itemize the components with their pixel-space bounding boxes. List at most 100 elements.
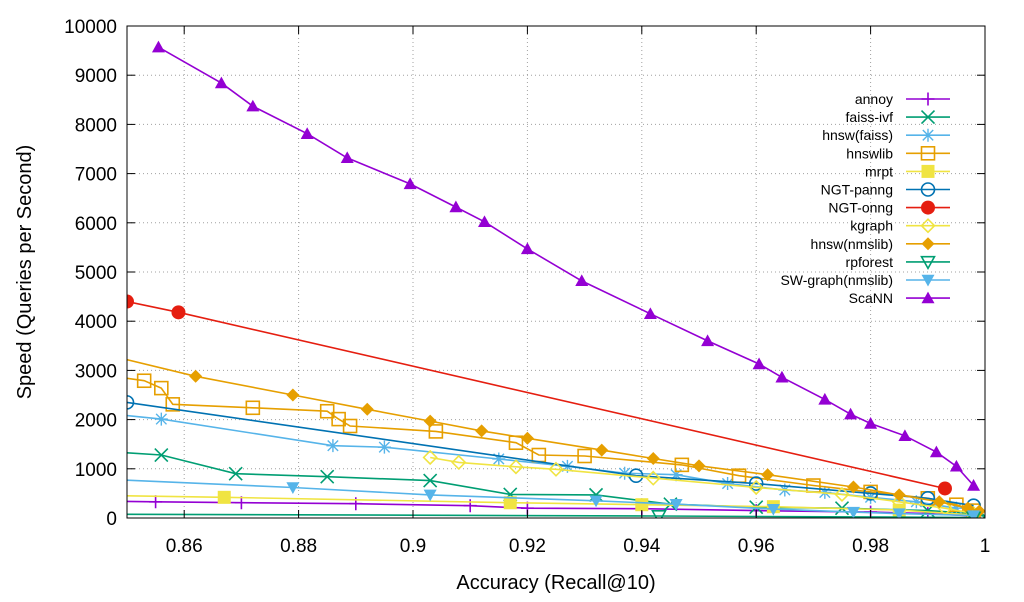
legend-entry-hnswlib: hnswlib: [846, 145, 950, 161]
data-point-hnsw-faiss: [154, 412, 168, 426]
legend-marker: [921, 200, 935, 215]
data-point-hnswlib: [428, 424, 444, 439]
legend: annoy faiss-ivf hnsw(faiss) hnswlib mrpt NGT-…: [780, 91, 950, 306]
data-point-hnsw-faiss: [949, 501, 963, 515]
data-point-hnswlib: [165, 397, 181, 412]
data-point-hnsw-nmslib: [189, 369, 203, 383]
y-tick-label: 10000: [64, 17, 117, 38]
x-tick-label: 0.96: [738, 536, 775, 557]
data-point-faiss-ivf: [423, 473, 438, 488]
data-point-kgraph: [422, 449, 438, 466]
data-point-hnsw-nmslib: [692, 459, 706, 473]
axis-ticks: 0 1000 2000 3000 4000 5000 6000 7000 8000 9000 100…: [64, 17, 990, 557]
data-point-hnswlib: [154, 380, 169, 396]
data-point-scann: [520, 242, 534, 255]
data-point-hnsw-nmslib: [520, 431, 534, 445]
legend-label: NGT-onng: [828, 200, 893, 216]
data-point-hnswlib: [245, 400, 261, 416]
data-point-scann: [300, 127, 314, 139]
data-point-hnsw-faiss: [326, 439, 340, 453]
data-point-scann: [478, 215, 491, 228]
series-rpforest: [127, 510, 982, 518]
y-tick-label: 5000: [75, 263, 117, 284]
data-point-scann: [864, 417, 878, 429]
data-point-hnsw-faiss: [669, 468, 683, 482]
x-axis-title: Accuracy (Recall@10): [456, 572, 655, 594]
data-point-scann: [752, 357, 766, 370]
data-point-sw-graph-nmslib: [669, 499, 683, 511]
data-point-scann: [775, 370, 789, 383]
data-point-kgraph: [451, 454, 467, 471]
legend-label: NGT-panng: [821, 182, 893, 198]
data-point-hnsw-faiss: [377, 440, 391, 454]
data-point-sw-graph-nmslib: [423, 489, 437, 502]
data-point-hnsw-nmslib: [360, 402, 374, 416]
y-tick-label: 6000: [75, 214, 117, 235]
series-line-hnsw-nmslib: [127, 358, 980, 512]
data-point-sw-graph-nmslib: [766, 503, 780, 516]
data-point-scann: [929, 445, 943, 458]
legend-label: hnsw(nmslib): [811, 236, 893, 252]
data-point-hnsw-faiss: [721, 477, 735, 491]
data-point-hnsw-nmslib: [423, 414, 437, 428]
data-point-scann: [701, 334, 715, 347]
legend-entry-mrpt: mrpt: [865, 163, 950, 179]
data-point-sw-graph-nmslib: [892, 508, 906, 518]
data-point-hnsw-nmslib: [646, 451, 660, 465]
y-tick-label: 7000: [75, 165, 117, 186]
data-point-kgraph: [508, 459, 524, 475]
data-point-hnswlib: [577, 448, 592, 464]
data-point-kgraph: [891, 494, 907, 510]
legend-entry-scann: ScaNN: [849, 290, 950, 306]
data-point-ngt-onng: [171, 305, 186, 320]
data-point-sw-graph-nmslib: [589, 495, 603, 508]
legend-marker: [921, 164, 935, 178]
legend-entry-sw-graph-nmslib: SW-graph(nmslib): [780, 272, 950, 288]
data-point-ngt-onng: [127, 294, 134, 309]
data-point-ngt-panng: [748, 476, 764, 491]
y-tick-label: 4000: [75, 312, 117, 333]
legend-label: kgraph: [850, 218, 893, 234]
data-point-scann: [967, 479, 981, 491]
data-point-scann: [340, 151, 354, 164]
data-point-scann: [246, 99, 260, 112]
data-point-hnsw-nmslib: [286, 388, 300, 402]
data-point-hnsw-nmslib: [595, 443, 609, 457]
legend-label: SW-graph(nmslib): [780, 272, 893, 288]
data-point-hnsw-nmslib: [892, 488, 906, 502]
data-point-kgraph: [548, 461, 564, 477]
data-point-ngt-panng: [127, 395, 135, 410]
legend-label: hnswlib: [846, 145, 893, 161]
data-point-kgraph: [645, 470, 661, 486]
series-line-rpforest: [127, 513, 974, 518]
x-tick-label: 1: [980, 536, 991, 557]
data-point-scann: [818, 392, 832, 405]
legend-marker: [920, 110, 936, 125]
legend-marker: [920, 218, 936, 234]
data-point-mrpt: [635, 498, 649, 512]
x-tick-label: 0.86: [166, 536, 203, 557]
x-tick-label: 0.94: [623, 536, 660, 557]
legend-marker: [921, 237, 935, 251]
x-tick-label: 0.88: [280, 536, 317, 557]
y-tick-label: 0: [106, 509, 117, 530]
data-point-hnsw-faiss: [492, 452, 506, 466]
data-point-scann: [151, 40, 165, 53]
legend-entry-hnsw-nmslib: hnsw(nmslib): [811, 236, 950, 252]
series-ngt-onng: [127, 294, 952, 496]
data-point-kgraph: [834, 486, 850, 503]
data-point-hnsw-nmslib: [761, 468, 775, 482]
legend-label: annoy: [855, 91, 893, 107]
y-tick-label: 3000: [75, 361, 117, 382]
x-tick-label: 0.98: [852, 536, 889, 557]
legend-marker: [920, 146, 936, 161]
legend-entry-annoy: annoy: [855, 91, 950, 107]
legend-marker: [920, 255, 936, 271]
legend-entry-hnsw-faiss: hnsw(faiss): [822, 127, 950, 143]
data-point-hnsw-nmslib: [846, 480, 860, 494]
data-point-mrpt: [217, 490, 231, 504]
series-line-hnswlib: [127, 377, 974, 512]
x-tick-label: 0.9: [400, 536, 426, 557]
data-point-rpforest: [651, 510, 667, 518]
